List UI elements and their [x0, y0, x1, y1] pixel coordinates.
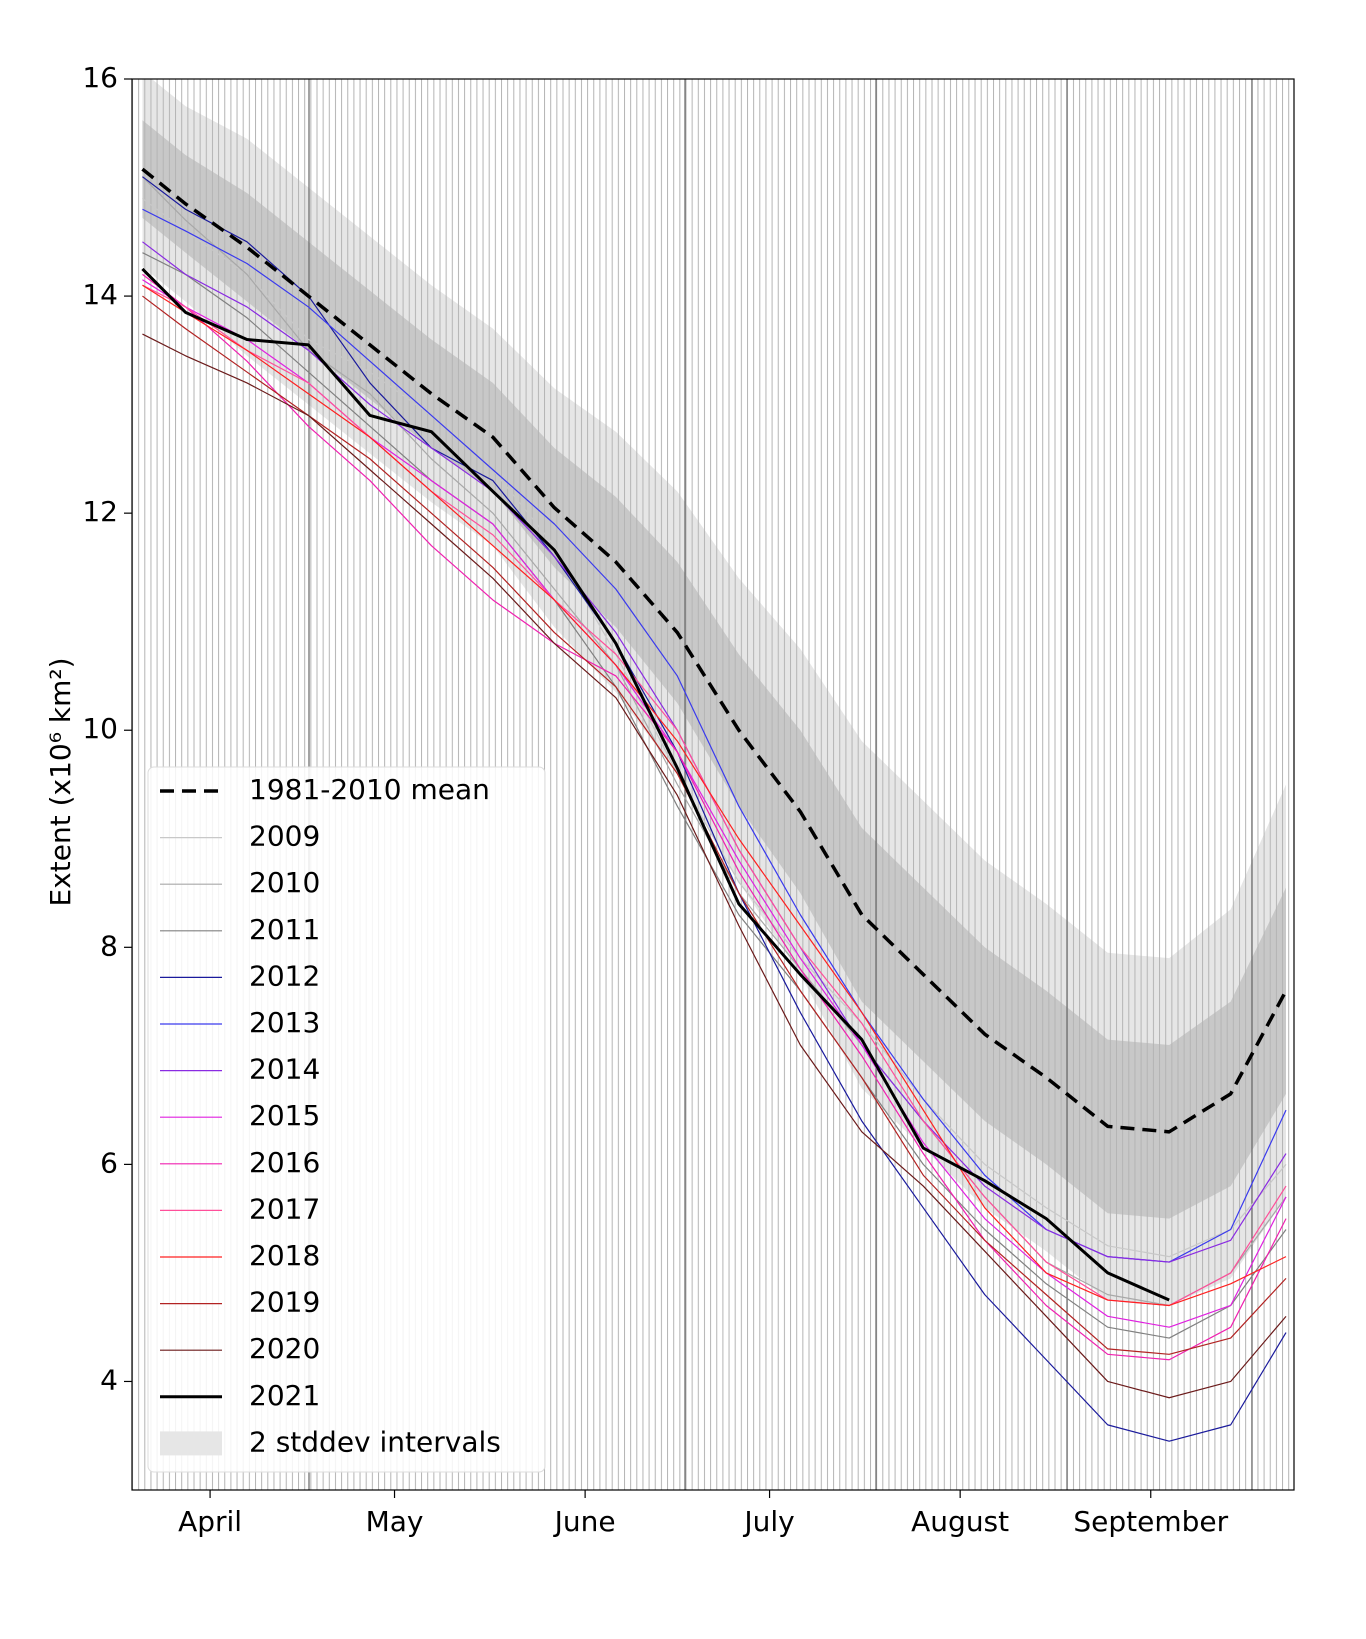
series-line — [142, 197, 1287, 1258]
legend-label: 1981-2010 mean — [249, 773, 490, 806]
series-line — [142, 273, 1287, 1361]
series-line — [142, 176, 1287, 1442]
y-tick-label: 16 — [82, 61, 118, 94]
legend-label: 2012 — [249, 959, 320, 992]
x-tick-label: April — [178, 1505, 242, 1538]
legend-label: 2016 — [249, 1146, 320, 1179]
x-tick-label: September — [1073, 1505, 1228, 1538]
series-line — [141, 267, 1170, 1302]
y-tick-label: 12 — [82, 495, 118, 528]
legend-label: 2019 — [249, 1286, 320, 1319]
legend-label: 2017 — [249, 1192, 320, 1225]
y-tick-label: 8 — [100, 929, 118, 962]
lines — [141, 167, 1288, 1442]
legend-label: 2009 — [249, 820, 320, 853]
legend: 1981-2010 mean 2009 2010 2011 2012 2013 2014 20… — [147, 766, 546, 1473]
x-tick-label: August — [911, 1505, 1009, 1538]
legend-label: 2013 — [249, 1006, 320, 1039]
legend-label: 2018 — [249, 1239, 320, 1272]
x-tick-label: July — [742, 1505, 794, 1538]
y-axis-label: Extent (x10⁶ km²) — [44, 658, 77, 907]
legend-box — [147, 766, 546, 1473]
legend-label: 2010 — [249, 866, 320, 899]
y-tick-label: 4 — [100, 1363, 118, 1396]
axes: 4 6 8 10 12 14 16 April May June July August Septemb… — [82, 61, 1228, 1538]
y-tick-label: 14 — [82, 278, 118, 311]
x-tick-label: June — [553, 1505, 616, 1538]
plot-frame — [131, 78, 1295, 1491]
legend-label: 2011 — [249, 913, 320, 946]
series-line — [141, 167, 1288, 1134]
legend-label: 2014 — [249, 1053, 320, 1086]
series-line — [142, 284, 1287, 1307]
legend-label: 2015 — [249, 1099, 320, 1132]
legend-label: 2 stddev intervals — [249, 1425, 501, 1458]
y-tick-label: 6 — [100, 1146, 118, 1179]
legend-label: 2020 — [249, 1332, 320, 1365]
legend-label: 2021 — [249, 1379, 320, 1412]
y-tick-label: 10 — [82, 712, 118, 745]
x-tick-label: May — [366, 1505, 424, 1538]
series-line — [142, 333, 1287, 1399]
legend-swatch — [160, 1431, 222, 1456]
